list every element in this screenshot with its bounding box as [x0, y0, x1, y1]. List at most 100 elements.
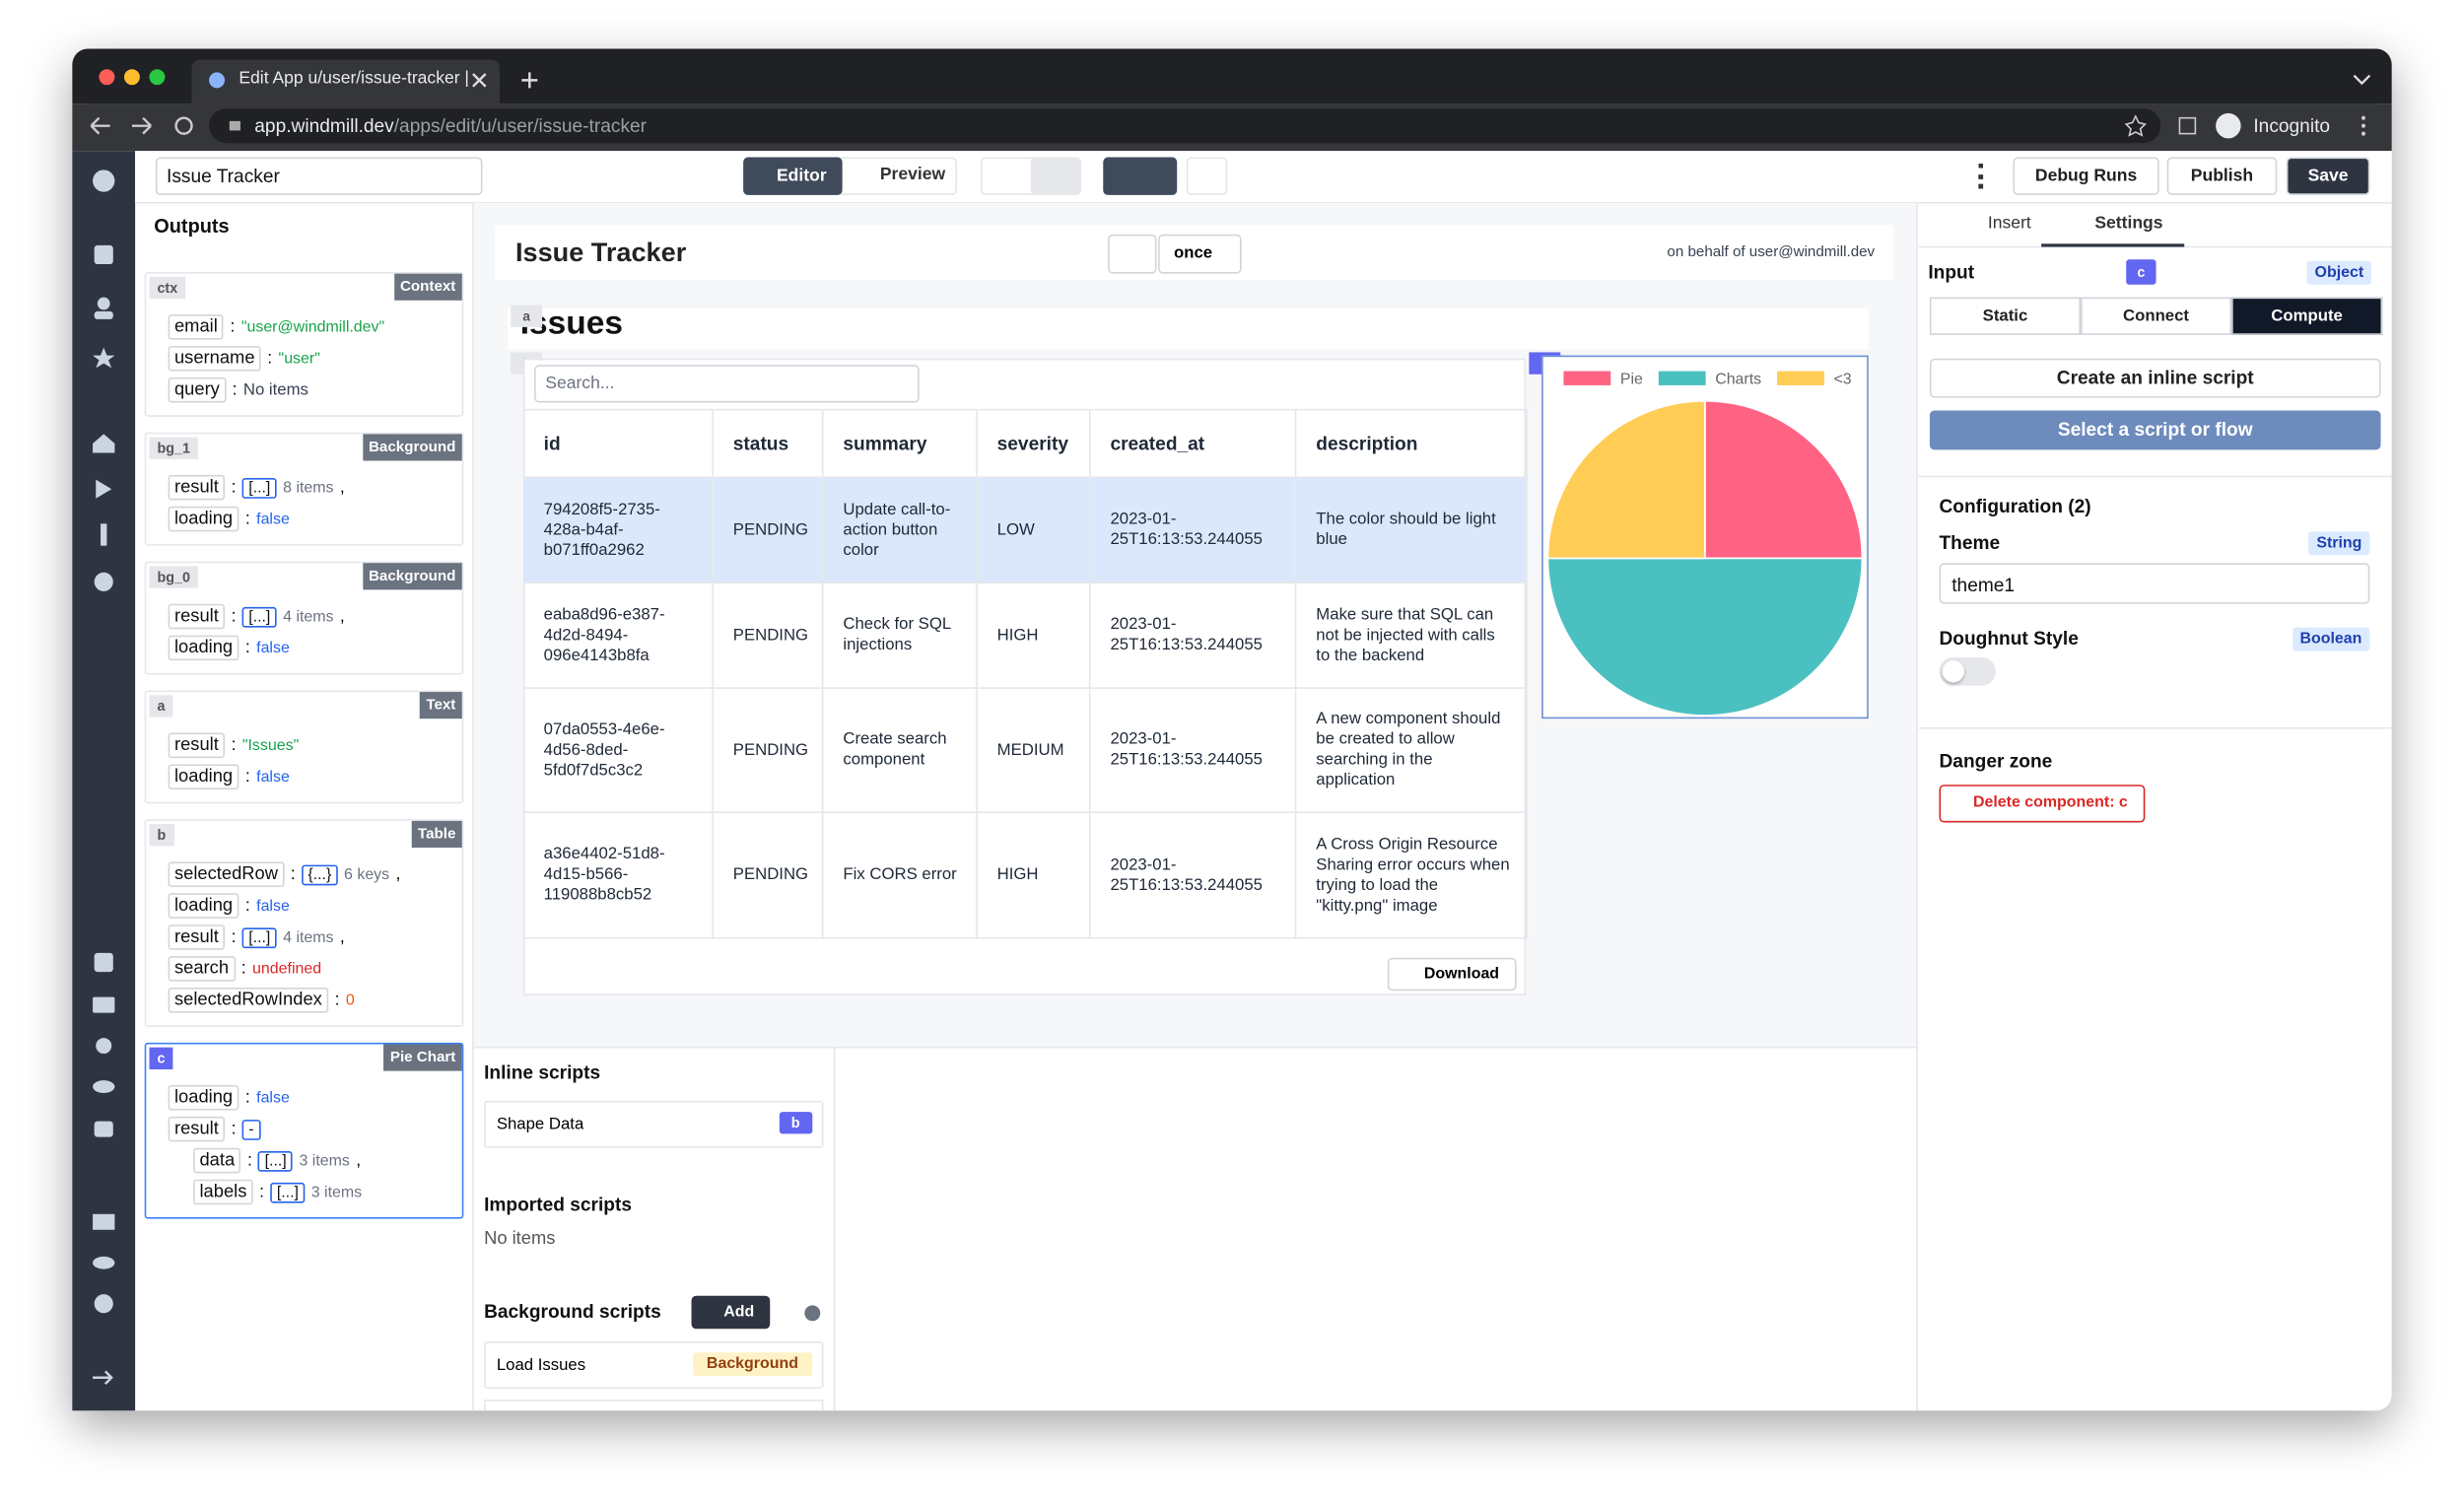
table-row[interactable]: 07da0553-4e6e-4d56-8ded-5fd0f7d5c3c2 PEND… [522, 688, 1527, 813]
table-cell: LOW [976, 477, 1090, 583]
field-value[interactable]: [...] [241, 926, 277, 948]
outputs-title: Outputs [154, 215, 230, 238]
group-id: bg_0 [149, 566, 198, 588]
field-sep: : [240, 959, 246, 979]
field-select[interactable]: theme1 [1939, 563, 2370, 604]
component-id[interactable]: a [511, 305, 543, 327]
fullscreen[interactable] [1186, 157, 1228, 195]
input-mode[interactable]: Connect [2080, 297, 2232, 335]
table-row[interactable]: a36e4402-51d8-4d15-b566-119088b8cb52 PEND… [522, 812, 1527, 939]
avatar[interactable] [2216, 112, 2241, 139]
field-sep: : [244, 1088, 250, 1108]
download-button[interactable]: Download [1387, 957, 1517, 992]
device-desktop[interactable] [1030, 157, 1081, 195]
group-header: bg_1 Background [146, 434, 462, 462]
field-value[interactable]: - [241, 1119, 260, 1140]
field-value: false [256, 1088, 290, 1107]
favicon [209, 72, 225, 89]
field-key: loading [168, 506, 240, 532]
table-cell: 2023-01-25T16:13:53.244055 [1088, 582, 1296, 689]
nav-arrows[interactable] [90, 116, 152, 135]
table-cell: 2023-01-25T16:13:53.244055 [1088, 812, 1296, 939]
toggle-knob [1942, 660, 1964, 683]
save[interactable]: Save [2286, 157, 2370, 195]
sidebar-icons[interactable] [93, 170, 115, 1385]
table-row[interactable]: eaba8d96-e387-4d2d-8494-096e4143b8fa PEND… [522, 582, 1527, 689]
refresh-mode[interactable]: once [1158, 234, 1242, 274]
panel-icon[interactable] [2178, 116, 2197, 135]
table-cell: PENDING [712, 688, 823, 813]
min-dot[interactable] [123, 69, 140, 86]
field-value: false [256, 768, 290, 787]
field-value[interactable]: [...] [270, 1182, 306, 1202]
more[interactable] [1978, 163, 1984, 189]
table-cell: PENDING [712, 812, 823, 939]
field-sep: : [334, 991, 340, 1010]
debug-runs[interactable]: Debug Runs [2013, 157, 2159, 195]
add-button[interactable]: Add [691, 1295, 771, 1330]
field-value: undefined [252, 960, 322, 978]
url-path: /apps/edit/u/user/issue-tracker [393, 114, 648, 137]
preview-button[interactable]: Preview [879, 165, 946, 184]
field-key: result [168, 1116, 226, 1142]
field-trail: , [395, 864, 401, 884]
input-mode[interactable]: Compute [2231, 297, 2383, 335]
input-component: c [2126, 259, 2156, 285]
table-cell: 07da0553-4e6e-4d56-8ded-5fd0f7d5c3c2 [522, 688, 714, 813]
url-bar[interactable] [209, 108, 2161, 144]
editor-button[interactable]: Editor [743, 157, 843, 195]
app-name-input[interactable]: Issue Tracker [155, 157, 483, 195]
refresh-button[interactable] [1108, 234, 1157, 274]
search-input[interactable]: Search... [534, 365, 920, 403]
field-sep: : [244, 767, 250, 787]
output-group: bg_0 Background result: [...] 4 items, loadin… [144, 561, 464, 675]
output-field: loading: false [168, 632, 462, 663]
url: app.windmill.dev/apps/edit/u/user/issue-… [254, 114, 647, 136]
close-dot[interactable] [99, 69, 115, 86]
active-tab[interactable] [191, 59, 501, 104]
star[interactable] [2124, 114, 2147, 137]
max-dot[interactable] [149, 69, 166, 86]
select-script[interactable]: Select a script or flow [1929, 410, 2381, 450]
field-key: loading [168, 1084, 240, 1111]
table-cell: 2023-01-25T16:13:53.244055 [1088, 477, 1296, 583]
table-refresh[interactable] [1488, 365, 1520, 396]
pie-slice [1704, 400, 1864, 560]
field-value: "user" [278, 350, 320, 368]
group-body: result: [...] 4 items, loading: false [146, 591, 461, 673]
field-value[interactable]: {...} [301, 863, 338, 885]
column-header: status [712, 409, 823, 479]
layout-toggle[interactable] [1103, 157, 1178, 195]
tab-bar [72, 88, 2392, 104]
field-sep: : [244, 509, 250, 529]
input-mode[interactable]: Static [1929, 297, 2081, 335]
output-field: labels: [...] 3 items [169, 1177, 462, 1208]
settings-tab[interactable]: Settings [2094, 214, 2163, 234]
settings-tab[interactable]: Insert [1987, 214, 2031, 234]
table-cell: Update call-to-action button color [821, 477, 977, 583]
inline-script[interactable]: Shape Data b [484, 1100, 824, 1148]
background-script-cut [484, 1400, 824, 1411]
script-component: b [779, 1112, 813, 1134]
field-value[interactable]: [...] [258, 1150, 294, 1171]
field-value[interactable]: [...] [241, 477, 277, 499]
create-script[interactable]: Create an inline script [1929, 358, 2381, 398]
field-sep: : [232, 380, 238, 400]
table-row[interactable]: 794208f5-2735-428a-b4af-b071ff0a2962 PEND… [522, 477, 1527, 583]
table-cell: Check for SQL injections [821, 582, 977, 689]
output-field: loading: false [168, 761, 462, 792]
group-header: b Table [146, 820, 462, 850]
delete-button[interactable]: Delete component: c [1939, 785, 2146, 823]
publish[interactable]: Publish [2166, 157, 2278, 195]
field-sep: : [244, 896, 250, 916]
legend-label: <3 [1833, 371, 1851, 387]
background-script[interactable]: Load Issues Background [484, 1341, 824, 1389]
field-key: selectedRowIndex [168, 988, 329, 1013]
table-cell: Create search component [821, 688, 977, 813]
field-value[interactable]: [...] [241, 606, 277, 627]
tab-underline [2041, 243, 2185, 247]
reload[interactable] [174, 116, 193, 135]
group-id: b [149, 824, 174, 847]
table-cell: 794208f5-2735-428a-b4af-b071ff0a2962 [522, 477, 714, 583]
